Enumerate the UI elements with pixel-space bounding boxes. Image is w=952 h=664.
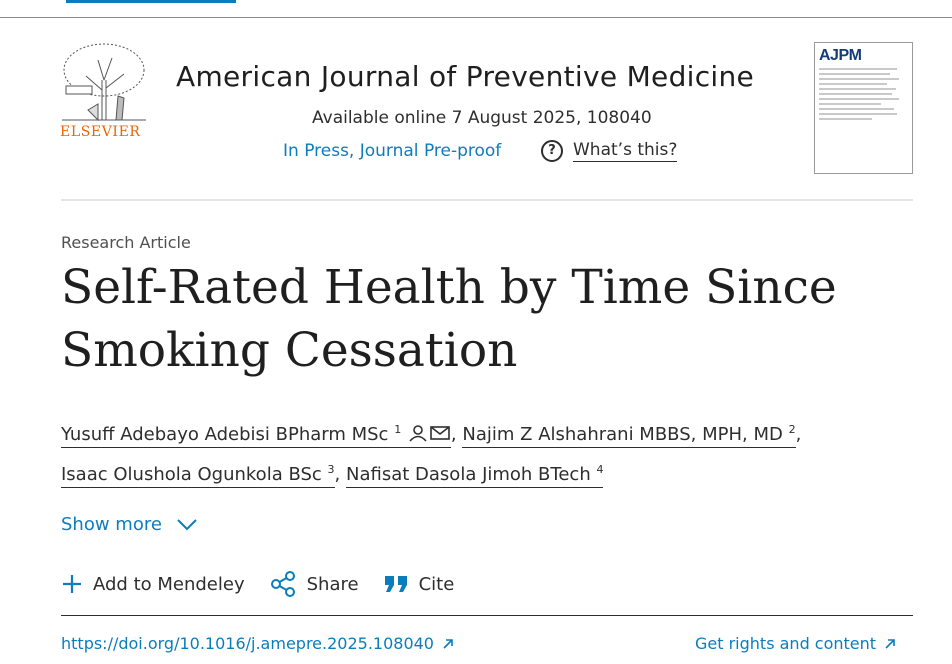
author-name: Isaac Olushola Ogunkola BSc — [61, 464, 322, 485]
elsevier-logo[interactable]: ELSEVIER — [58, 40, 150, 140]
add-to-mendeley-label: Add to Mendeley — [93, 573, 245, 595]
person-icon — [409, 425, 427, 442]
cite-label: Cite — [418, 573, 455, 595]
question-icon: ? — [541, 139, 563, 162]
publisher-name: ELSEVIER — [60, 124, 141, 140]
plus-icon — [63, 575, 81, 593]
author-link[interactable]: Najim Z Alshahrani MBBS, MPH, MD 2 — [462, 423, 796, 448]
article-type: Research Article — [61, 233, 191, 252]
author-name: Nafisat Dasola Jimoh BTech — [346, 464, 591, 485]
whats-this-label: What’s this? — [573, 140, 678, 162]
doi-text: https://doi.org/10.1016/j.amepre.2025.10… — [61, 634, 434, 653]
active-tab-indicator — [66, 0, 236, 3]
envelope-icon — [430, 426, 450, 440]
elsevier-tree-icon — [62, 43, 146, 122]
author-list: Yusuff Adebayo Adebisi BPharm MSc 1 , Na… — [61, 412, 921, 492]
cover-title: AJPM — [819, 47, 862, 64]
actions-divider — [61, 615, 913, 616]
top-bar — [0, 0, 952, 18]
available-online-date: Available online 7 August 2025, 108040 — [312, 108, 652, 128]
share-label: Share — [306, 573, 359, 595]
external-link-arrow-icon — [885, 638, 895, 649]
header-divider — [61, 199, 913, 201]
article-title: Self-Rated Health by Time Since Smoking … — [61, 260, 837, 378]
journal-title[interactable]: American Journal of Preventive Medicine — [176, 60, 755, 93]
quote-icon — [384, 576, 407, 592]
author-affiliation: 4 — [596, 463, 604, 476]
chevron-down-icon — [177, 518, 197, 530]
author-name: Najim Z Alshahrani MBBS, MPH, MD — [462, 424, 783, 445]
add-to-mendeley-button[interactable]: Add to Mendeley — [61, 573, 245, 595]
whats-this-button[interactable]: ? What’s this? — [541, 139, 678, 162]
author-name: Yusuff Adebayo Adebisi BPharm MSc — [61, 424, 389, 445]
comma-separator: , — [450, 424, 457, 445]
get-rights-link[interactable]: Get rights and content — [695, 634, 896, 653]
comma-separator: , — [795, 424, 802, 445]
cite-button[interactable]: Cite — [383, 573, 455, 595]
doi-link[interactable]: https://doi.org/10.1016/j.amepre.2025.10… — [61, 634, 454, 653]
in-press-status: In Press, Journal Pre-proof — [283, 141, 502, 161]
author-affiliation: 2 — [788, 423, 796, 436]
share-icon — [270, 571, 295, 597]
author-link[interactable]: Yusuff Adebayo Adebisi BPharm MSc 1 — [61, 423, 451, 448]
external-link-arrow-icon — [443, 638, 453, 649]
author-affiliation: 1 — [394, 423, 402, 436]
share-button[interactable]: Share — [269, 570, 359, 598]
author-affiliation: 3 — [327, 463, 335, 476]
author-link[interactable]: Nafisat Dasola Jimoh BTech 4 — [346, 463, 604, 488]
get-rights-text: Get rights and content — [695, 634, 877, 653]
author-link[interactable]: Isaac Olushola Ogunkola BSc 3 — [61, 463, 335, 488]
cover-contents-lines — [819, 68, 908, 120]
comma-separator: , — [334, 464, 341, 485]
article-actions: Add to Mendeley Share Cite — [61, 570, 478, 598]
show-more-button[interactable]: Show more — [61, 514, 198, 535]
journal-cover-thumbnail[interactable]: AJPM — [814, 42, 913, 174]
show-more-label: Show more — [61, 514, 162, 535]
